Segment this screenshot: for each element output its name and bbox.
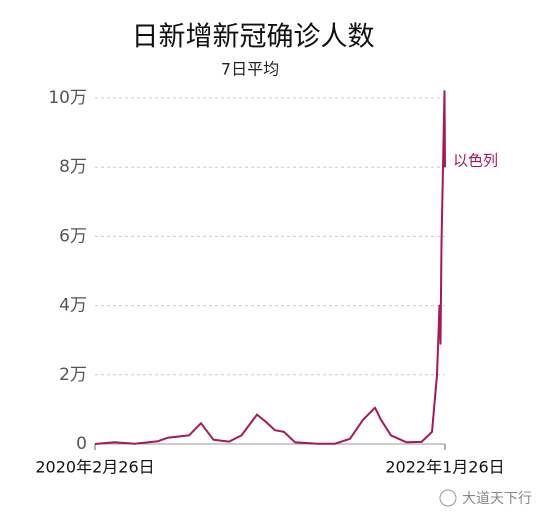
chart-subtitle: 7日平均	[221, 60, 279, 79]
y-tick-label: 8万	[59, 157, 87, 177]
watermark: 大道天下行	[462, 491, 532, 507]
y-tick-label: 4万	[59, 296, 87, 316]
y-tick-label: 10万	[48, 88, 87, 108]
x-tick-label: 2020年2月26日	[35, 458, 154, 477]
x-tick-label: 2022年1月26日	[385, 458, 504, 477]
y-tick-label: 6万	[59, 226, 87, 246]
y-tick-label: 2万	[59, 365, 87, 385]
watermark-icon	[439, 489, 457, 507]
y-tick-label: 0	[76, 434, 87, 454]
chart-title: 日新增新冠确诊人数	[132, 22, 375, 53]
series-label: 以色列	[453, 152, 498, 170]
line	[94, 90, 446, 445]
